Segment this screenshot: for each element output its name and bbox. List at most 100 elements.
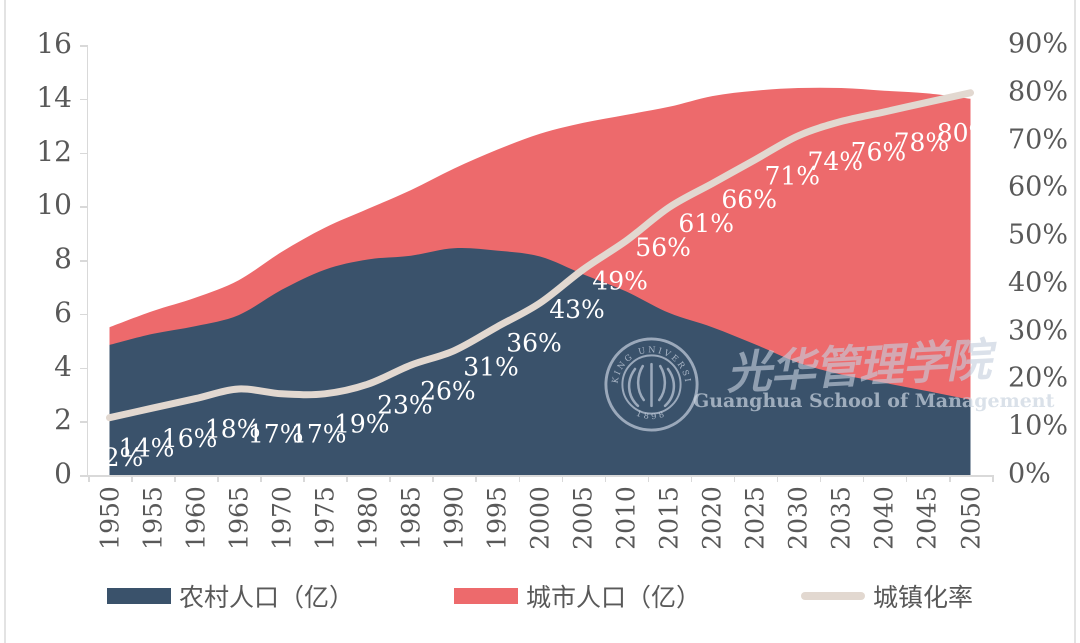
rate-point-label: 26% <box>420 376 476 405</box>
left-axis-tick-label: 12 <box>36 134 72 168</box>
legend-swatch-2 <box>801 592 865 600</box>
rate-point-label: 66% <box>721 185 777 214</box>
x-axis-tick-label: 2000 <box>525 486 555 550</box>
y-axis-tickmark <box>80 260 87 262</box>
left-axis-tick-label: 6 <box>54 295 72 329</box>
rate-point-label: 12% <box>88 443 143 472</box>
y-axis-tickmark <box>80 367 87 369</box>
x-axis-tick-label: 2025 <box>740 486 770 550</box>
left-axis-tick-label: 2 <box>54 403 72 437</box>
left-axis-tick-label: 10 <box>36 188 72 222</box>
plot-area: 12% 14% 16% 18% 17% 17% 19% 23% 26% 31% 36% 43% 49% 5… <box>88 45 992 475</box>
x-axis-tickmark <box>862 475 865 482</box>
rate-point-label: 14% <box>119 434 175 463</box>
x-axis-tickmark <box>346 475 348 482</box>
x-axis-tickmark <box>690 475 693 482</box>
x-axis-tickmark <box>647 475 650 482</box>
x-axis-tick-label: 1970 <box>267 486 297 550</box>
legend-swatch-0 <box>106 588 171 604</box>
rate-point-label: 43% <box>549 295 605 324</box>
rate-point-label: 61% <box>678 209 734 238</box>
rate-point-label: 16% <box>162 424 218 453</box>
rate-point-label: 80% <box>937 118 992 147</box>
x-axis-tickmark <box>776 475 779 482</box>
left-axis-tick-label: 4 <box>54 349 72 383</box>
legend-swatch-1 <box>453 588 518 604</box>
x-axis-tick-label: 2040 <box>869 486 899 550</box>
x-axis-tick-label: 1985 <box>396 486 426 550</box>
rate-point-label: 23% <box>377 391 433 420</box>
right-axis-tick-label: 30% <box>1008 314 1069 346</box>
legend-label-0: 农村人口（亿） <box>178 583 354 612</box>
right-axis-tick-label: 40% <box>1008 267 1069 299</box>
x-axis-tick-label: 1975 <box>310 486 340 550</box>
rate-point-label: 17% <box>291 419 347 448</box>
y-axis-tickmark <box>80 421 87 423</box>
x-axis-tick-label: 1990 <box>439 486 469 550</box>
x-axis-tick-label: 1980 <box>353 486 383 550</box>
x-axis-tickmark <box>88 475 90 482</box>
x-axis-tick-label: 2045 <box>912 486 942 550</box>
x-axis-tick-label: 1960 <box>181 486 211 550</box>
x-axis-tickmark <box>217 475 219 482</box>
x-axis-tick-label: 1950 <box>95 486 124 550</box>
y-axis-tickmark <box>80 313 87 316</box>
x-axis-tick-label: 1955 <box>138 486 168 550</box>
x-axis-tick-label: 2005 <box>568 486 598 550</box>
left-axis-tick-label: 14 <box>36 80 72 114</box>
rate-point-label: 74% <box>808 147 864 176</box>
rural-area-series <box>109 247 971 475</box>
rate-point-label: 78% <box>894 128 950 157</box>
x-axis-tick-label: 2015 <box>654 486 684 550</box>
x-axis-tickmark <box>518 475 520 482</box>
x-axis-tick-label: 2035 <box>826 486 856 550</box>
y-axis-tickmark <box>80 475 87 477</box>
right-axis-tick-label: 20% <box>1008 362 1069 394</box>
x-axis-tickmark <box>819 475 822 482</box>
x-axis-tick-label: 2020 <box>697 486 727 550</box>
x-axis-tickmark <box>475 475 477 482</box>
x-axis-tick-label: 1965 <box>224 486 254 550</box>
right-axis-tick-label: 90% <box>1008 28 1069 60</box>
x-axis-tickmark <box>174 475 176 482</box>
right-axis-tick-label: 50% <box>1008 219 1069 251</box>
y-axis-tickmark <box>80 45 87 47</box>
x-axis-tickmark <box>303 475 305 482</box>
left-axis-tick-label: 8 <box>54 242 72 276</box>
y-axis-tickmark <box>80 98 87 101</box>
x-axis-tickmark <box>561 475 563 482</box>
x-axis-tickmark <box>432 475 434 482</box>
x-axis-tickmark <box>389 475 391 482</box>
rate-point-label: 76% <box>851 137 907 166</box>
right-axis-tick-label: 70% <box>1008 123 1069 155</box>
right-axis-tick-label: 80% <box>1008 76 1069 108</box>
rate-point-label: 31% <box>463 352 519 381</box>
x-axis-spine <box>86 475 992 477</box>
x-axis-tickmark <box>949 475 951 482</box>
legend-item-2: 城镇化率 <box>801 578 973 614</box>
urbanization-rate-line <box>106 89 974 422</box>
x-axis-tickmark <box>905 475 908 482</box>
x-axis-tickmark <box>733 475 736 482</box>
x-axis-tick-label: 2050 <box>956 486 985 550</box>
y-axis-tickmark <box>80 206 87 208</box>
x-axis-tickmark <box>604 475 607 482</box>
rate-point-label: 71% <box>765 161 821 190</box>
right-axis-tick-label: 10% <box>1008 410 1069 442</box>
rate-point-label: 17% <box>248 419 304 448</box>
x-axis-tickmark <box>260 475 262 482</box>
page-left-border <box>4 0 6 643</box>
rate-point-label: 18% <box>205 415 261 444</box>
rate-point-label: 19% <box>334 410 390 439</box>
rate-point-label: 49% <box>592 266 648 295</box>
legend-item-1: 城市人口（亿） <box>453 578 701 614</box>
x-axis-tick-label: 2030 <box>783 486 813 550</box>
left-axis-tick-label: 16 <box>36 27 72 61</box>
right-axis-tick-label: 60% <box>1008 171 1069 203</box>
y-axis-spine <box>86 45 88 475</box>
x-axis-tickmark <box>992 475 994 482</box>
x-axis-tick-label: 1995 <box>482 486 512 550</box>
x-axis-tickmark <box>131 475 133 482</box>
legend-item-0: 农村人口（亿） <box>106 578 354 614</box>
